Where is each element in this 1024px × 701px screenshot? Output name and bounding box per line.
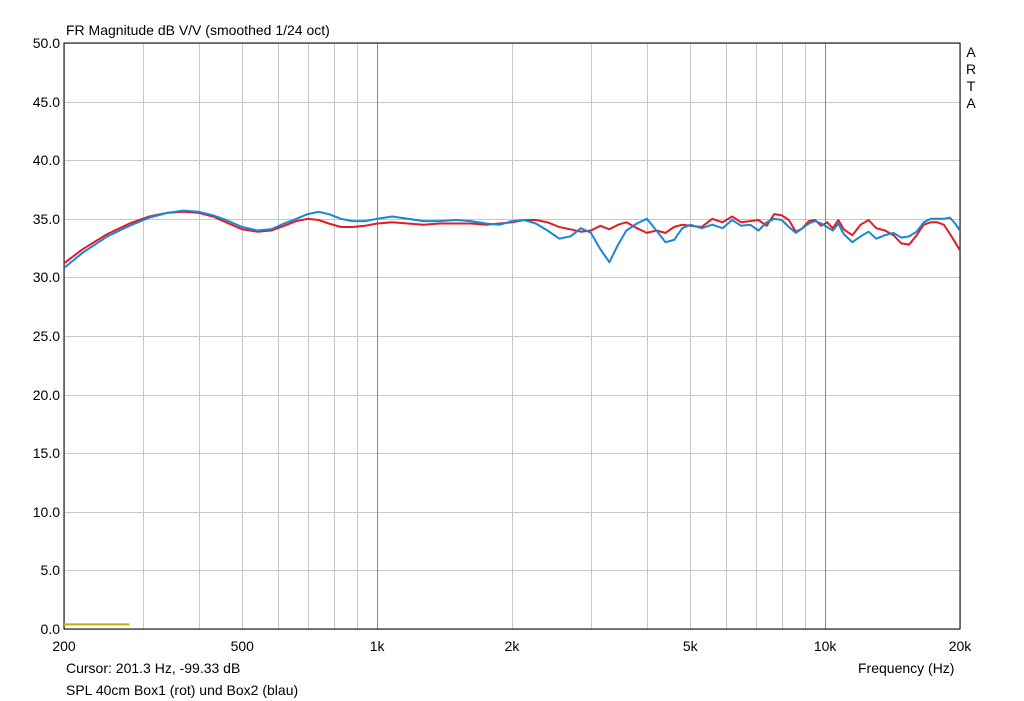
x-tick-label: 5k	[682, 638, 698, 654]
series-line-box1-rot	[63, 210, 961, 265]
y-tick-label: 40.0	[32, 152, 60, 169]
y-tick-label: 30.0	[32, 269, 60, 286]
y-tick-label: 20.0	[32, 386, 60, 403]
x-tick-label: 1k	[369, 638, 385, 654]
y-tick-label: 15.0	[32, 445, 60, 462]
grid-lines	[64, 43, 961, 630]
chart-title: FR Magnitude dB V/V (smoothed 1/24 oct)	[66, 22, 330, 38]
y-tick-label: 25.0	[32, 328, 60, 344]
x-tick-label: 500	[230, 638, 254, 654]
x-tick-label: 20k	[948, 638, 972, 654]
series-line-box2-blau	[63, 209, 961, 269]
watermark-letter: A	[966, 44, 976, 60]
x-tick-label: 10k	[813, 638, 837, 654]
series-lines	[63, 209, 961, 269]
watermark-letter: R	[965, 61, 977, 77]
y-tick-label: 35.0	[32, 210, 60, 227]
y-tick-label: 10.0	[32, 503, 60, 520]
x-tick-label: 2k	[504, 638, 520, 654]
chart-description: SPL 40cm Box1 (rot) und Box2 (blau)	[66, 682, 299, 698]
watermark-letter: A	[966, 95, 976, 111]
x-axis-label: Frequency (Hz)	[858, 660, 955, 676]
x-tick-label: 200	[52, 638, 76, 654]
plot-frame	[63, 42, 961, 630]
cursor-readout: Cursor: 201.3 Hz, -99.33 dB	[66, 660, 241, 676]
y-tick-label: 5.0	[40, 562, 60, 579]
watermark-letter: T	[966, 78, 976, 94]
y-tick-label: 45.0	[32, 93, 60, 110]
arta-watermark: A R T A	[965, 44, 977, 112]
y-tick-label: 50.0	[32, 35, 60, 51]
y-tick-label: 0.0	[40, 621, 60, 637]
